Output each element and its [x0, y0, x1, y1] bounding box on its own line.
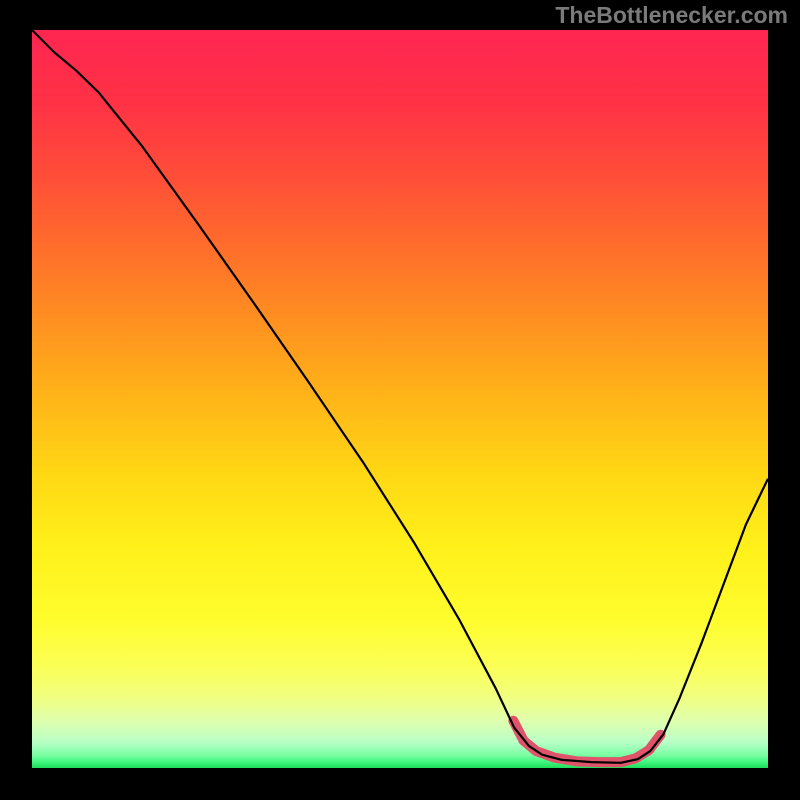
- curve-layer: [32, 30, 768, 768]
- chart-root: TheBottlenecker.com: [0, 0, 800, 800]
- main-curve: [32, 30, 768, 763]
- plot-area: [32, 30, 768, 768]
- watermark-text: TheBottlenecker.com: [555, 2, 788, 29]
- highlight-overlay: [513, 721, 660, 762]
